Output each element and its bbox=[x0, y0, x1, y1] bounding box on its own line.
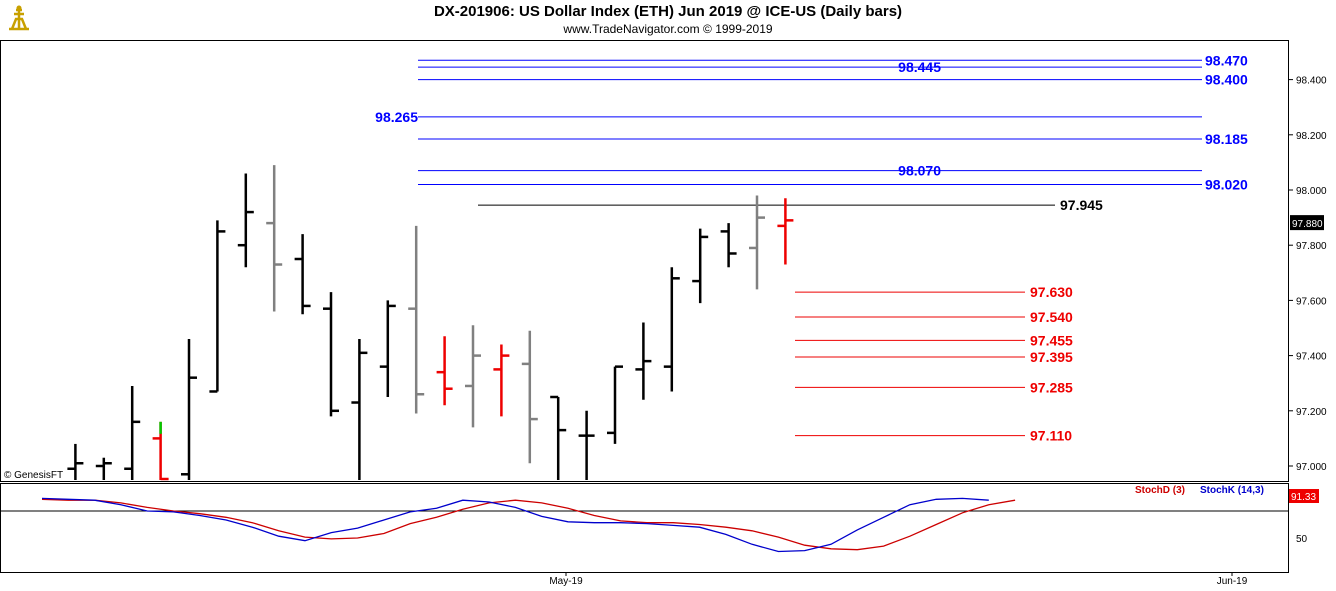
level-label: 97.395 bbox=[1030, 349, 1073, 365]
y-tick-label: 98.400 bbox=[1296, 76, 1327, 87]
level-label: 97.455 bbox=[1030, 332, 1073, 348]
y-tick-label: 97.000 bbox=[1296, 462, 1327, 473]
trade-navigator-logo-icon bbox=[5, 5, 33, 33]
level-label: 98.020 bbox=[1205, 176, 1248, 192]
ohlc-bar bbox=[550, 395, 567, 480]
ohlc-bar bbox=[351, 339, 368, 480]
ohlc-bar bbox=[465, 325, 481, 428]
last-price-label: 97.880 bbox=[1292, 219, 1323, 230]
price-pane-frame bbox=[0, 40, 1289, 482]
ohlc-bar bbox=[521, 330, 538, 464]
level-label: 98.400 bbox=[1205, 72, 1248, 88]
level-label: 97.630 bbox=[1030, 284, 1073, 300]
last-price-box bbox=[1290, 215, 1324, 231]
stochd-legend: StochD (3) bbox=[1135, 485, 1185, 496]
stochk-line bbox=[41, 497, 989, 553]
ohlc-bar bbox=[181, 339, 197, 480]
ohlc-bar bbox=[408, 225, 425, 414]
ohlc-bar bbox=[67, 443, 84, 480]
ohlc-bar bbox=[578, 410, 595, 480]
chart-subtitle: www.TradeNavigator.com © 1999-2019 bbox=[563, 22, 773, 36]
ohlc-bar bbox=[635, 322, 652, 400]
x-tick-label: Jun-19 bbox=[1217, 576, 1248, 587]
y-tick-label: 97.800 bbox=[1296, 241, 1327, 252]
level-label: 98.470 bbox=[1205, 52, 1248, 68]
ohlc-bar bbox=[663, 267, 680, 392]
ohlc-bar bbox=[379, 300, 396, 397]
stochk-legend: StochK (14,3) bbox=[1200, 485, 1264, 496]
level-label: 98.265 bbox=[375, 109, 418, 125]
level-label: 97.285 bbox=[1030, 379, 1073, 395]
stoch-y-tick-label: 50 bbox=[1296, 534, 1308, 545]
ohlc-bar bbox=[720, 223, 737, 268]
ohlc-bar bbox=[124, 385, 141, 480]
ohlc-bar bbox=[209, 220, 226, 393]
level-label: 97.945 bbox=[1060, 197, 1103, 213]
y-tick-label: 97.400 bbox=[1296, 352, 1327, 363]
ohlc-bar bbox=[95, 457, 112, 480]
x-tick-label: May-19 bbox=[549, 576, 583, 587]
stoch-last-value-box bbox=[1289, 489, 1319, 503]
level-label: 98.185 bbox=[1205, 131, 1248, 147]
level-label: 97.540 bbox=[1030, 309, 1073, 325]
level-label: 98.070 bbox=[898, 163, 941, 179]
ohlc-bar bbox=[237, 173, 254, 268]
ohlc-bar bbox=[323, 292, 339, 417]
watermark: © GenesisFT bbox=[4, 470, 63, 481]
level-label: 98.445 bbox=[898, 59, 941, 75]
ohlc-bar bbox=[607, 365, 623, 444]
stoch-last-value-label: 91.33 bbox=[1291, 492, 1316, 503]
y-tick-label: 97.200 bbox=[1296, 407, 1327, 418]
ohlc-bar bbox=[493, 344, 510, 417]
chart-title: DX-201906: US Dollar Index (ETH) Jun 201… bbox=[433, 3, 903, 20]
ohlc-bar bbox=[692, 228, 709, 304]
y-tick-label: 97.600 bbox=[1296, 296, 1327, 307]
ohlc-bar bbox=[436, 336, 453, 406]
stochd-line bbox=[41, 498, 1016, 551]
y-tick-label: 98.000 bbox=[1296, 186, 1327, 197]
chart-header: DX-201906: US Dollar Index (ETH) Jun 201… bbox=[0, 0, 1336, 40]
level-label: 97.110 bbox=[1030, 428, 1072, 444]
stoch-pane-frame bbox=[0, 483, 1289, 573]
ohlc-bar bbox=[777, 198, 794, 265]
y-tick-label: 98.200 bbox=[1296, 131, 1327, 142]
ohlc-bar bbox=[266, 165, 283, 312]
ohlc-bar bbox=[749, 195, 765, 290]
ohlc-bar bbox=[294, 234, 311, 315]
